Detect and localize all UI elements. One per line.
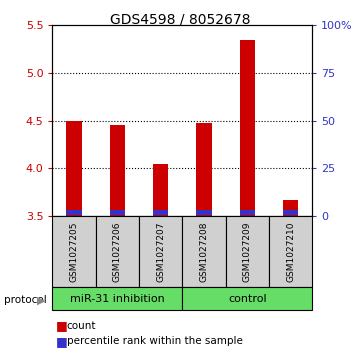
Bar xyxy=(283,200,298,216)
Bar xyxy=(226,216,269,287)
Text: GDS4598 / 8052678: GDS4598 / 8052678 xyxy=(110,13,251,27)
Bar xyxy=(139,216,182,287)
Text: protocol: protocol xyxy=(4,295,46,305)
Bar xyxy=(66,210,82,215)
Text: GSM1027206: GSM1027206 xyxy=(113,221,122,282)
Bar xyxy=(283,210,298,215)
Bar xyxy=(240,40,255,216)
Bar xyxy=(269,216,312,287)
Bar xyxy=(196,210,212,215)
Bar xyxy=(110,126,125,216)
Text: GSM1027210: GSM1027210 xyxy=(286,221,295,282)
Text: count: count xyxy=(67,321,96,331)
Text: miR-31 inhibition: miR-31 inhibition xyxy=(70,294,165,303)
Bar xyxy=(182,287,312,310)
Bar xyxy=(52,216,96,287)
Bar xyxy=(110,210,125,215)
Bar xyxy=(52,287,182,310)
Bar xyxy=(153,210,168,215)
Bar xyxy=(66,121,82,216)
Bar xyxy=(196,123,212,216)
Text: GSM1027207: GSM1027207 xyxy=(156,221,165,282)
Text: ■: ■ xyxy=(56,335,68,348)
Bar xyxy=(153,164,168,216)
Text: percentile rank within the sample: percentile rank within the sample xyxy=(67,336,243,346)
Text: ▶: ▶ xyxy=(37,295,46,305)
Bar xyxy=(182,216,226,287)
Text: GSM1027209: GSM1027209 xyxy=(243,221,252,282)
Text: GSM1027208: GSM1027208 xyxy=(200,221,208,282)
Bar xyxy=(240,210,255,215)
Text: ■: ■ xyxy=(56,319,68,333)
Text: control: control xyxy=(228,294,266,303)
Text: GSM1027205: GSM1027205 xyxy=(70,221,78,282)
Bar xyxy=(96,216,139,287)
